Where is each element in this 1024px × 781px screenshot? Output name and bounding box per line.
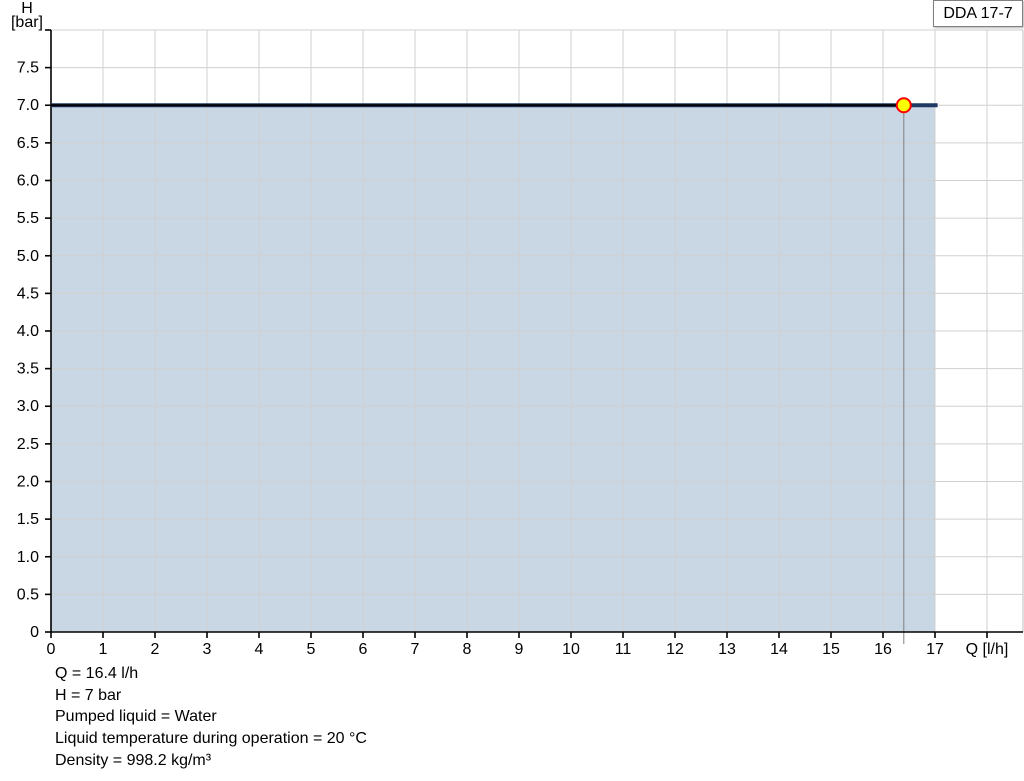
svg-text:5.5: 5.5 bbox=[17, 210, 39, 227]
svg-text:7.5: 7.5 bbox=[17, 60, 39, 77]
svg-text:4.5: 4.5 bbox=[17, 285, 39, 302]
svg-text:1.0: 1.0 bbox=[17, 549, 39, 566]
svg-text:3.5: 3.5 bbox=[17, 361, 39, 378]
svg-text:2.5: 2.5 bbox=[17, 436, 39, 453]
svg-text:12: 12 bbox=[666, 641, 684, 658]
svg-text:14: 14 bbox=[770, 641, 788, 658]
svg-text:16: 16 bbox=[874, 641, 892, 658]
svg-text:6.0: 6.0 bbox=[17, 173, 39, 190]
svg-text:3.0: 3.0 bbox=[17, 398, 39, 415]
svg-text:10: 10 bbox=[562, 641, 580, 658]
svg-text:2: 2 bbox=[151, 641, 160, 658]
svg-text:15: 15 bbox=[822, 641, 840, 658]
svg-text:3: 3 bbox=[203, 641, 212, 658]
svg-text:4: 4 bbox=[255, 641, 264, 658]
svg-text:1: 1 bbox=[99, 641, 108, 658]
svg-text:8: 8 bbox=[463, 641, 472, 658]
svg-text:1.5: 1.5 bbox=[17, 511, 39, 528]
svg-text:0.5: 0.5 bbox=[17, 586, 39, 603]
svg-text:[bar]: [bar] bbox=[11, 14, 43, 31]
svg-text:17: 17 bbox=[926, 641, 944, 658]
svg-text:9: 9 bbox=[515, 641, 524, 658]
svg-text:6.5: 6.5 bbox=[17, 135, 39, 152]
svg-text:6: 6 bbox=[359, 641, 368, 658]
svg-text:13: 13 bbox=[718, 641, 736, 658]
svg-text:Q [l/h]: Q [l/h] bbox=[966, 641, 1009, 658]
svg-text:7: 7 bbox=[411, 641, 420, 658]
svg-text:7.0: 7.0 bbox=[17, 97, 39, 114]
svg-text:0: 0 bbox=[47, 641, 56, 658]
svg-text:11: 11 bbox=[615, 641, 632, 658]
svg-text:5.0: 5.0 bbox=[17, 248, 39, 265]
svg-text:4.0: 4.0 bbox=[17, 323, 39, 340]
svg-text:5: 5 bbox=[307, 641, 316, 658]
svg-text:0: 0 bbox=[30, 624, 39, 641]
svg-text:2.0: 2.0 bbox=[17, 474, 39, 491]
